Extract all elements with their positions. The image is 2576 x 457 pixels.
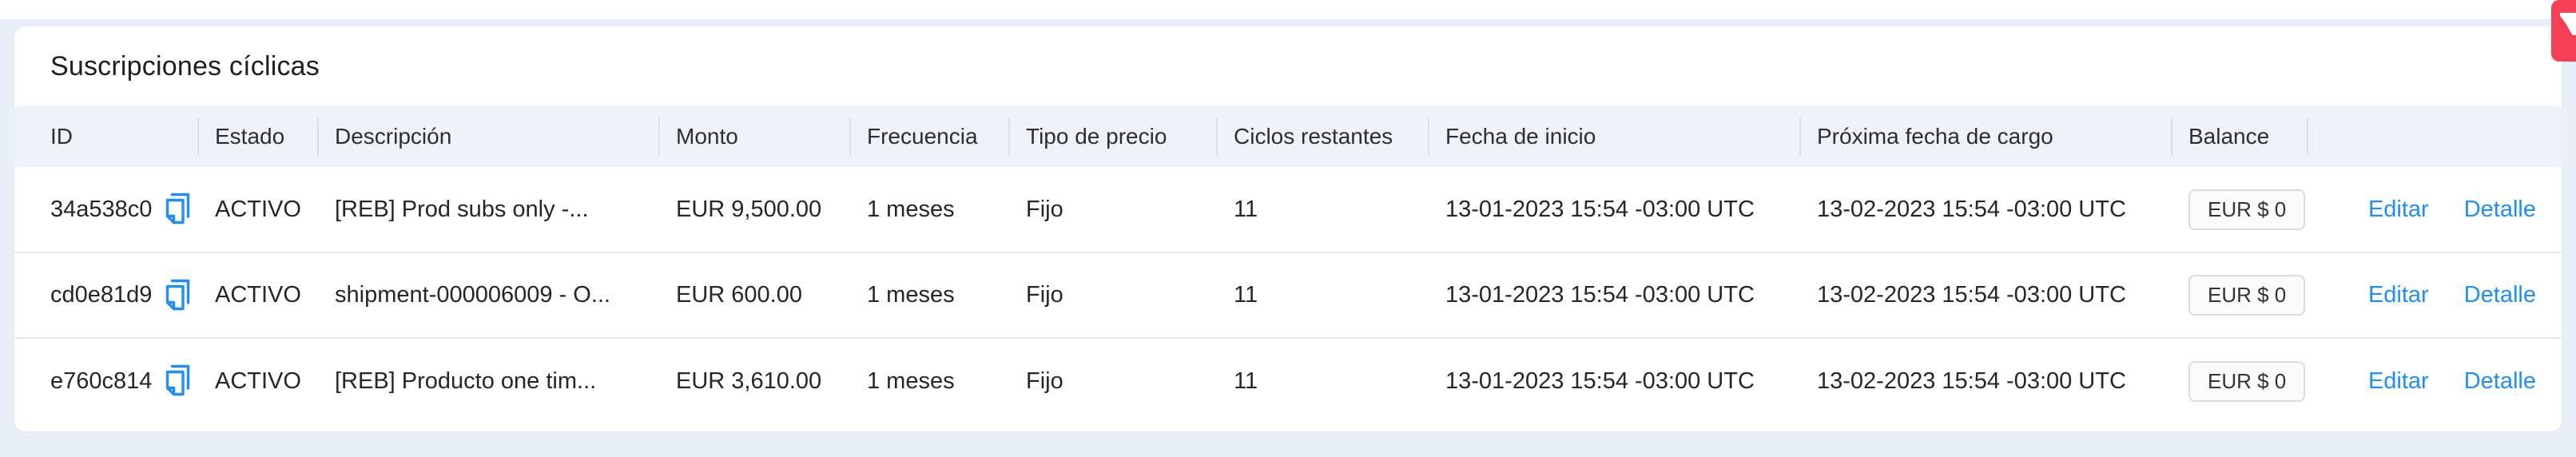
page-title: Suscripciones cíclicas bbox=[50, 50, 320, 81]
subscription-id: cd0e81d9 bbox=[50, 282, 153, 308]
col-header-actions bbox=[2307, 106, 2562, 167]
detalle-link[interactable]: Detalle bbox=[2463, 282, 2536, 308]
ciclos-restantes-cell: 11 bbox=[1216, 338, 1428, 423]
copy-id-button[interactable] bbox=[163, 190, 193, 228]
card-title-row: Suscripciones cíclicas bbox=[14, 26, 2562, 106]
col-header-ciclos-restantes: Ciclos restantes bbox=[1216, 106, 1428, 167]
col-header-tipo-de-precio: Tipo de precio bbox=[1008, 106, 1216, 167]
fecha-inicio-cell: 13-01-2023 15:54 -03:00 UTC bbox=[1428, 167, 1799, 252]
frecuencia-cell: 1 meses bbox=[849, 338, 1008, 423]
floating-widget-badge[interactable] bbox=[2551, 0, 2576, 62]
ciclos-restantes-cell: 11 bbox=[1216, 252, 1428, 338]
copy-icon bbox=[163, 362, 193, 400]
proxima-fecha-cargo-cell: 13-02-2023 15:54 -03:00 UTC bbox=[1799, 167, 2171, 252]
col-header-descripcion: Descripción bbox=[317, 106, 658, 167]
detalle-link[interactable]: Detalle bbox=[2463, 368, 2536, 394]
ciclos-restantes-cell: 11 bbox=[1216, 167, 1428, 252]
tipo-de-precio-cell: Fijo bbox=[1008, 167, 1216, 252]
copy-icon bbox=[163, 276, 193, 315]
proxima-fecha-cargo-cell: 13-02-2023 15:54 -03:00 UTC bbox=[1799, 338, 2171, 423]
copy-icon bbox=[163, 190, 193, 228]
balance-chip: EUR $ 0 bbox=[2188, 360, 2306, 402]
col-header-estado: Estado bbox=[197, 106, 317, 167]
card-bottom-padding bbox=[14, 423, 2562, 430]
proxima-fecha-cargo-cell: 13-02-2023 15:54 -03:00 UTC bbox=[1799, 252, 2171, 338]
balance-chip: EUR $ 0 bbox=[2188, 189, 2306, 230]
monto-cell: EUR 3,610.00 bbox=[658, 338, 849, 423]
copy-id-button[interactable] bbox=[163, 276, 193, 315]
widget-glyph-icon bbox=[2560, 13, 2576, 35]
subscriptions-card: Suscripciones cíclicas ID Estado Descrip… bbox=[14, 26, 2562, 431]
table-row: cd0e81d9 ACTIVO s bbox=[14, 252, 2562, 338]
monto-cell: EUR 600.00 bbox=[658, 252, 849, 338]
copy-id-button[interactable] bbox=[163, 362, 193, 400]
col-header-balance: Balance bbox=[2171, 106, 2307, 167]
subscription-id: e760c814 bbox=[50, 368, 153, 394]
balance-chip: EUR $ 0 bbox=[2188, 275, 2306, 316]
fecha-inicio-cell: 13-01-2023 15:54 -03:00 UTC bbox=[1428, 338, 1799, 423]
estado-cell: ACTIVO bbox=[197, 167, 317, 252]
col-header-frecuencia: Frecuencia bbox=[849, 106, 1008, 167]
descripcion-cell: shipment-000006009 - O... bbox=[317, 252, 658, 338]
fecha-inicio-cell: 13-01-2023 15:54 -03:00 UTC bbox=[1428, 252, 1799, 338]
estado-cell: ACTIVO bbox=[197, 252, 317, 338]
col-header-proxima-fecha-de-cargo: Próxima fecha de cargo bbox=[1799, 106, 2171, 167]
table-header-row: ID Estado Descripción Monto Frecuencia T… bbox=[14, 106, 2562, 167]
tipo-de-precio-cell: Fijo bbox=[1008, 252, 1216, 338]
frecuencia-cell: 1 meses bbox=[849, 252, 1008, 338]
subscriptions-table: ID Estado Descripción Monto Frecuencia T… bbox=[14, 106, 2562, 423]
editar-link[interactable]: Editar bbox=[2367, 196, 2429, 222]
monto-cell: EUR 9,500.00 bbox=[658, 167, 849, 252]
subscription-id: 34a538c0 bbox=[50, 196, 153, 222]
descripcion-cell: [REB] Prod subs only -... bbox=[317, 167, 658, 252]
col-header-id: ID bbox=[14, 106, 197, 167]
editar-link[interactable]: Editar bbox=[2367, 368, 2429, 394]
editar-link[interactable]: Editar bbox=[2367, 282, 2429, 308]
table-row: e760c814 ACTIVO [ bbox=[14, 338, 2562, 423]
table-row: 34a538c0 ACTIVO [ bbox=[14, 167, 2562, 252]
tipo-de-precio-cell: Fijo bbox=[1008, 338, 1216, 423]
col-header-monto: Monto bbox=[658, 106, 849, 167]
detalle-link[interactable]: Detalle bbox=[2463, 196, 2536, 222]
descripcion-cell: [REB] Producto one tim... bbox=[317, 338, 658, 423]
estado-cell: ACTIVO bbox=[197, 338, 317, 423]
col-header-fecha-de-inicio: Fecha de inicio bbox=[1428, 106, 1799, 167]
frecuencia-cell: 1 meses bbox=[849, 167, 1008, 252]
